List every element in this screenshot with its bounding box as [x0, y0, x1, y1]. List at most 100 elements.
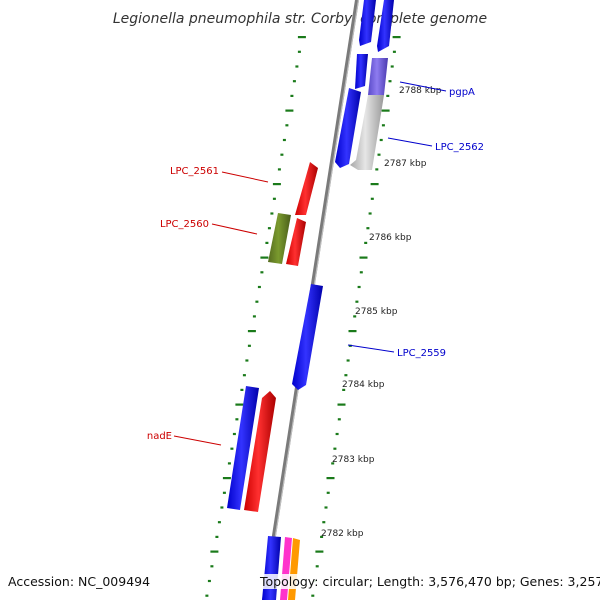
- scale-label-2787: 2787 kbp: [384, 159, 427, 169]
- leader-nadE: [173, 435, 222, 446]
- scale-tick-right: [377, 153, 381, 156]
- scale-label-2786: 2786 kbp: [369, 233, 412, 243]
- scale-tick-left: [285, 109, 294, 112]
- scale-tick-right: [353, 315, 357, 318]
- scale-tick-left: [210, 565, 214, 568]
- scale-tick-right: [320, 535, 324, 538]
- scale-tick-left: [227, 462, 231, 465]
- scale-tick-left: [282, 138, 286, 142]
- leader-pgpA: [399, 81, 447, 92]
- gene-top-blue-2[interactable]: [377, 0, 394, 52]
- gene-LPC_2562[interactable]: [335, 88, 361, 168]
- scale-tick-right: [337, 418, 341, 421]
- scale-tick-left: [217, 521, 221, 524]
- scale-tick-left: [260, 271, 264, 274]
- scale-tick-left: [277, 168, 281, 171]
- scale-tick-left: [245, 359, 249, 362]
- accession-text: Accession: NC_009494: [8, 574, 151, 589]
- gene-label-nadE[interactable]: nadE: [147, 431, 172, 442]
- scale-tick-right: [311, 594, 315, 597]
- scale-tick-right: [333, 447, 337, 450]
- gene-label-LPC_2559[interactable]: LPC_2559: [397, 348, 446, 359]
- scale-tick-left: [265, 241, 269, 244]
- scale-tick-left: [205, 594, 209, 597]
- scale-tick-left: [252, 315, 256, 318]
- gene-label-LPC_2562[interactable]: LPC_2562: [435, 142, 484, 153]
- leader-LPC_2561: [221, 171, 269, 183]
- scale-tick-right: [370, 197, 374, 200]
- scale-tick-right: [366, 227, 370, 230]
- scale-tick-left: [297, 50, 301, 53]
- gene-bottom-blue[interactable]: [262, 536, 281, 600]
- scale-label-2788: 2788 kbp: [399, 86, 442, 96]
- scale-tick-left: [235, 418, 239, 421]
- scale-tick-left: [247, 330, 256, 333]
- scale-tick-left: [230, 447, 234, 450]
- scale-tick-left: [207, 579, 211, 583]
- scale-tick-right: [386, 94, 390, 97]
- scale-labels: 2788 kbp 2787 kbp 2786 kbp 2785 kbp 2784…: [321, 86, 442, 539]
- scale-tick-left: [297, 36, 306, 39]
- gene-label-LPC_2561[interactable]: LPC_2561: [170, 166, 219, 177]
- scale-tick-left: [270, 212, 274, 215]
- scale-tick-left: [292, 80, 296, 83]
- scale-tick-left: [272, 183, 281, 186]
- scale-ticks: [205, 36, 401, 597]
- scale-tick-right: [357, 285, 361, 289]
- leader-LPC_2562: [387, 137, 433, 147]
- gene-label-pgpA[interactable]: pgpA: [449, 87, 475, 98]
- gene-label-LPC_2560[interactable]: LPC_2560: [160, 219, 209, 230]
- scale-tick-left: [220, 506, 224, 509]
- gene-nadE-blue[interactable]: [227, 386, 259, 510]
- leader-LPC_2559: [347, 344, 395, 353]
- gene-pgpA[interactable]: [355, 54, 368, 89]
- scale-tick-left: [235, 403, 244, 406]
- scale-tick-right: [390, 65, 394, 68]
- gene-LPC_2562-pseudo[interactable]: [350, 95, 384, 170]
- gene-LPC_2559[interactable]: [292, 284, 323, 390]
- scale-tick-right: [315, 550, 324, 553]
- scale-tick-left: [272, 197, 276, 200]
- scale-tick-left: [242, 374, 246, 377]
- scale-tick-left: [255, 300, 259, 303]
- scale-tick-right: [348, 330, 357, 333]
- scale-tick-right: [392, 50, 396, 53]
- scale-tick-right: [335, 432, 339, 436]
- scale-tick-left: [280, 153, 284, 156]
- gene-nadE[interactable]: [244, 391, 276, 512]
- topology-text: Topology: circular; Length: 3,576,470 bp…: [258, 574, 600, 589]
- scale-tick-right: [342, 388, 346, 391]
- scale-tick-left: [290, 94, 294, 97]
- scale-tick-right: [381, 124, 385, 127]
- scale-tick-left: [285, 124, 289, 127]
- scale-tick-left: [222, 477, 231, 480]
- scale-tick-right: [370, 183, 379, 186]
- scale-tick-right: [331, 462, 335, 465]
- scale-tick-left: [222, 491, 226, 494]
- scale-tick-right: [359, 256, 368, 259]
- scale-tick-right: [368, 212, 372, 215]
- scale-tick-right: [364, 241, 368, 244]
- scale-tick-right: [326, 477, 335, 480]
- scale-tick-right: [315, 565, 319, 568]
- scale-tick-left: [232, 432, 236, 436]
- gene-pgpA-hypothetical[interactable]: [368, 58, 388, 95]
- scale-tick-right: [326, 491, 330, 494]
- gene-top-blue-1[interactable]: [359, 0, 376, 46]
- gene-LPC_2560-rna[interactable]: [268, 213, 291, 264]
- gene-LPC_2560[interactable]: [286, 218, 306, 266]
- scale-tick-right: [324, 506, 328, 509]
- forward-strand-genes: [227, 162, 318, 512]
- gene-LPC_2561[interactable]: [295, 162, 318, 215]
- gene-labels: pgpA LPC_2562 LPC_2561 LPC_2560 LPC_2559…: [147, 87, 484, 442]
- scale-tick-left: [247, 344, 251, 347]
- scale-tick-right: [344, 374, 348, 377]
- scale-tick-left: [257, 285, 261, 289]
- scale-tick-left: [260, 256, 269, 259]
- scale-tick-right: [359, 271, 363, 274]
- scale-tick-right: [337, 403, 346, 406]
- scale-tick-right: [346, 359, 350, 362]
- scale-tick-left: [295, 65, 299, 68]
- scale-tick-right: [379, 138, 383, 142]
